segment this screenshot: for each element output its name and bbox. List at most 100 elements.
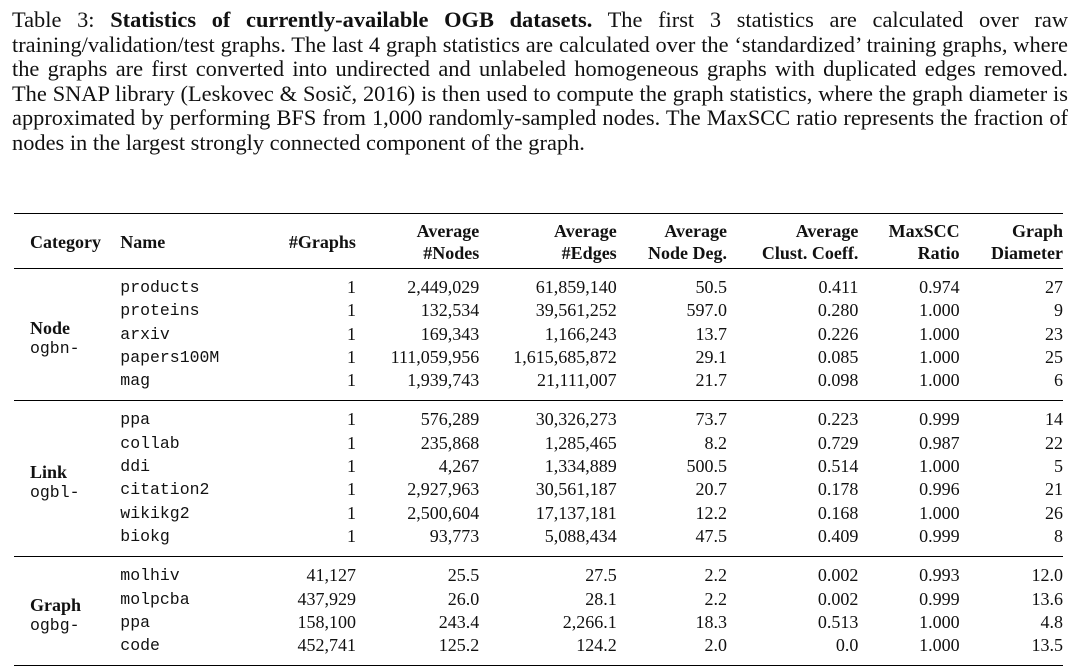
stat-cell: 0.999 bbox=[919, 525, 960, 546]
table-row: code 452,741 125.2 124.2 2.0 0.0 1.000 13.5 bbox=[14, 634, 1063, 666]
table-row: collab 1 235,868 1,285,465 8.2 0.729 0.987 22 bbox=[14, 432, 1063, 455]
header-line: MaxSCC bbox=[888, 221, 960, 241]
stat-cell: 452,741 bbox=[297, 635, 356, 656]
stat-cell: 437,929 bbox=[297, 588, 356, 609]
stat-cell: 2,449,029 bbox=[407, 277, 480, 297]
header-line: Average bbox=[664, 221, 727, 241]
stat-cell: 30,326,273 bbox=[535, 409, 617, 430]
column-header: #Graphs bbox=[261, 214, 356, 269]
stat-cell: 0.987 bbox=[919, 432, 960, 453]
stat-cell: 0.411 bbox=[818, 277, 859, 297]
stat-cell: 4,267 bbox=[438, 456, 480, 477]
stat-cell: 0.993 bbox=[919, 565, 960, 586]
stat-cell: 9 bbox=[1054, 300, 1063, 321]
stat-cell: 576,289 bbox=[420, 409, 480, 430]
dataset-name: proteins bbox=[120, 301, 200, 321]
stat-cell: 1,334,889 bbox=[544, 456, 617, 477]
stat-cell: 12.2 bbox=[695, 502, 728, 523]
table-row: Graph ogbg-molhiv 41,127 25.5 27.5 2.2 0.002 0.… bbox=[14, 557, 1063, 635]
dataset-name: wikikg2 bbox=[120, 503, 190, 523]
stat-cell: 1 bbox=[346, 277, 356, 297]
stat-cell: 132,534 bbox=[420, 300, 480, 321]
row-group: Node ogbn-products 1 2,449,029 61,859,140 50.… bbox=[14, 269, 1063, 401]
header-line: #Nodes bbox=[423, 243, 480, 263]
column-header: Category bbox=[14, 214, 120, 269]
stat-cell: 13.6 bbox=[1031, 588, 1064, 609]
dataset-name: ppa bbox=[120, 612, 151, 632]
column-header: Average #Nodes bbox=[356, 214, 480, 269]
stat-cell: 0.974 bbox=[919, 277, 960, 297]
dataset-name: papers100M bbox=[120, 347, 220, 367]
stat-cell: 0.002 bbox=[817, 565, 859, 586]
table-row: mag 1 1,939,743 21,111,007 21.7 0.098 1.000 6 bbox=[14, 369, 1063, 401]
table-row: molpcba 437,929 26.0 28.1 2.2 0.002 0.999 13.6 bbox=[14, 588, 1063, 611]
stat-cell: 1.000 bbox=[919, 300, 960, 321]
dataset-name: products bbox=[120, 278, 200, 297]
stat-cell: 93,773 bbox=[429, 525, 480, 546]
stat-cell: 5 bbox=[1054, 456, 1063, 477]
stat-cell: 1,285,465 bbox=[544, 432, 617, 453]
table-row: Link ogbl-ppa 1 576,289 30,326,273 73.7 0.223 0… bbox=[14, 401, 1063, 502]
dataset-name: ppa bbox=[120, 410, 151, 430]
stat-cell: 0.085 bbox=[817, 346, 859, 367]
stat-cell: 125.2 bbox=[438, 635, 480, 656]
row-group: Graph ogbg-molhiv 41,127 25.5 27.5 2.2 0.002 0.… bbox=[14, 557, 1063, 666]
header-line: Average bbox=[795, 221, 859, 241]
stat-cell: 21 bbox=[1045, 479, 1063, 500]
category-cell: Link ogbl- bbox=[14, 401, 120, 557]
stat-cell: 0.226 bbox=[817, 323, 859, 344]
stat-cell: 1 bbox=[346, 432, 356, 453]
stat-cell: 0.996 bbox=[919, 479, 960, 500]
dataset-name: code bbox=[120, 636, 160, 656]
stat-cell: 500.5 bbox=[686, 456, 728, 477]
header-line: Clust. Coeff. bbox=[761, 243, 859, 263]
stat-cell: 21,111,007 bbox=[537, 370, 617, 391]
stat-cell: 1,166,243 bbox=[544, 323, 617, 344]
stat-cell: 5,088,434 bbox=[544, 525, 617, 546]
stat-cell: 50.5 bbox=[695, 277, 728, 297]
column-header: Name bbox=[120, 214, 260, 269]
stat-cell: 41,127 bbox=[306, 565, 356, 586]
stat-cell: 243.4 bbox=[438, 611, 480, 632]
stat-cell: 20.7 bbox=[695, 479, 728, 500]
caption-label: Table 3: bbox=[12, 7, 95, 32]
stat-cell: 22 bbox=[1045, 432, 1063, 453]
table-row: ppa 158,100 243.4 2,266.1 18.3 0.513 1.000 4.8 bbox=[14, 611, 1063, 634]
stat-cell: 0.002 bbox=[817, 588, 859, 609]
stat-cell: 21.7 bbox=[695, 370, 728, 391]
stat-cell: 0.168 bbox=[817, 502, 859, 523]
category-prefix: ogbg- bbox=[30, 615, 80, 635]
stat-cell: 1 bbox=[346, 370, 356, 391]
stat-cell: 1,615,685,872 bbox=[513, 346, 617, 367]
stat-cell: 14 bbox=[1045, 409, 1063, 430]
stat-cell: 2.0 bbox=[704, 635, 728, 656]
stat-cell: 8 bbox=[1054, 525, 1063, 546]
category-name: Link bbox=[30, 462, 68, 483]
stat-cell: 1.000 bbox=[919, 502, 960, 523]
dataset-name: arxiv bbox=[120, 324, 170, 344]
table-row: papers100M 1 111,059,956 1,615,685,872 29.1 0… bbox=[14, 346, 1063, 369]
category-name: Graph bbox=[30, 594, 82, 615]
header-line: Category bbox=[30, 232, 101, 252]
header-line: Ratio bbox=[917, 243, 960, 263]
stat-cell: 2.2 bbox=[704, 588, 728, 609]
caption-text: The first 3 statistics are calculated ov… bbox=[12, 7, 1068, 155]
stat-cell: 17,137,181 bbox=[535, 502, 617, 523]
table-head: Category Name #Graphs Average #Nodes Average #… bbox=[14, 213, 1063, 269]
table-row: proteins 1 132,534 39,561,252 597.0 0.280 1.00… bbox=[14, 299, 1063, 322]
header-line: Node Deg. bbox=[648, 243, 727, 263]
dataset-name: molpcba bbox=[120, 589, 190, 609]
stat-cell: 1.000 bbox=[919, 346, 960, 367]
dataset-name: collab bbox=[120, 433, 180, 453]
stat-cell: 6 bbox=[1054, 370, 1063, 391]
stat-cell: 30,561,187 bbox=[535, 479, 617, 500]
stat-cell: 1.000 bbox=[919, 635, 960, 656]
column-header: MaxSCC Ratio bbox=[858, 214, 960, 269]
table-row: ddi 1 4,267 1,334,889 500.5 0.514 1.000 5 bbox=[14, 455, 1063, 478]
stat-cell: 1 bbox=[346, 456, 356, 477]
stat-cell: 4.8 bbox=[1040, 611, 1064, 632]
stat-cell: 73.7 bbox=[695, 409, 728, 430]
stat-cell: 1,939,743 bbox=[407, 370, 480, 391]
stat-cell: 0.729 bbox=[817, 432, 859, 453]
table-row: arxiv 1 169,343 1,166,243 13.7 0.226 1.000 23 bbox=[14, 323, 1063, 346]
